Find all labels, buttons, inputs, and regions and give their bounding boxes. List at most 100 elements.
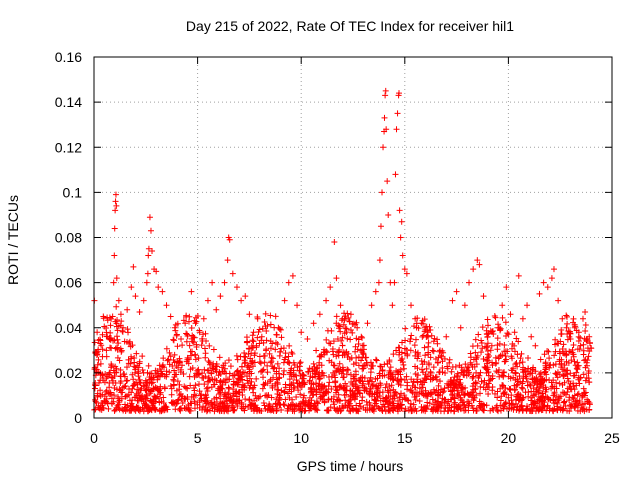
data-point [223,397,230,404]
data-point [347,336,354,343]
data-point [519,359,526,366]
data-point [550,400,557,407]
data-point [247,401,254,408]
data-point [554,369,561,376]
data-point [395,398,402,405]
data-point [122,401,129,408]
data-point [494,335,501,342]
data-point [367,389,374,396]
data-point [482,364,489,371]
data-point [159,363,166,370]
data-point [217,293,224,300]
data-point [273,408,280,415]
data-point [116,406,123,413]
data-point [425,360,432,367]
data-point [579,315,586,322]
data-point [412,384,419,391]
data-point [145,252,152,259]
data-point [194,367,201,374]
data-point [582,322,589,329]
x-tick-label: 5 [194,430,202,446]
data-point [274,360,281,367]
data-point [109,313,116,320]
data-point [137,387,144,394]
data-point [117,345,124,352]
data-point [294,380,301,387]
data-point [404,386,411,393]
data-point [541,351,548,358]
data-point [508,405,515,412]
data-point [456,362,463,369]
data-point [395,371,402,378]
data-point [344,366,351,373]
data-point [476,372,483,379]
data-point [408,302,415,309]
data-point [514,381,521,388]
data-point [586,406,593,413]
data-point [111,337,118,344]
data-point [368,378,375,385]
data-point [106,384,113,391]
data-point [198,342,205,349]
data-point [175,359,182,366]
data-point [421,344,428,351]
data-point [574,407,581,414]
data-point [559,381,566,388]
data-point [316,376,323,383]
data-point [211,376,218,383]
data-point [514,391,521,398]
data-point [116,386,123,393]
data-point [576,380,583,387]
data-point [280,371,287,378]
data-point [287,371,294,378]
data-point [544,403,551,410]
data-point [381,114,388,121]
x-tick-label: 25 [604,430,620,446]
data-point [241,360,248,367]
data-point [334,349,341,356]
data-point [244,364,251,371]
data-point [191,398,198,405]
data-point [233,284,240,291]
data-point [509,401,516,408]
data-point [455,373,462,380]
data-point [333,368,340,375]
data-point [458,397,465,404]
data-point [506,385,513,392]
data-point [499,369,506,376]
data-point [511,348,518,355]
data-point [348,378,355,385]
data-point [172,327,179,334]
data-point [245,380,252,387]
x-tick-label: 20 [501,430,517,446]
data-point [383,394,390,401]
data-point [316,352,323,359]
data-point [452,399,459,406]
data-point [345,401,352,408]
data-point [419,406,426,413]
data-point [212,366,219,373]
data-point [278,407,285,414]
data-point [104,317,111,324]
data-point [430,348,437,355]
data-point [472,385,479,392]
data-point [405,407,412,414]
data-point [548,275,555,282]
data-point [499,302,506,309]
x-axis-label: GPS time / hours [297,458,404,474]
data-point [315,382,322,389]
data-point [209,279,216,286]
data-point [140,297,147,304]
data-point [457,406,464,413]
data-point [170,336,177,343]
data-point [473,392,480,399]
data-point [341,403,348,410]
data-point [302,397,309,404]
data-point [571,324,578,331]
data-point [493,368,500,375]
data-point [525,368,532,375]
data-point [465,363,472,370]
data-point [145,245,152,252]
data-point [427,391,434,398]
data-point [421,379,428,386]
